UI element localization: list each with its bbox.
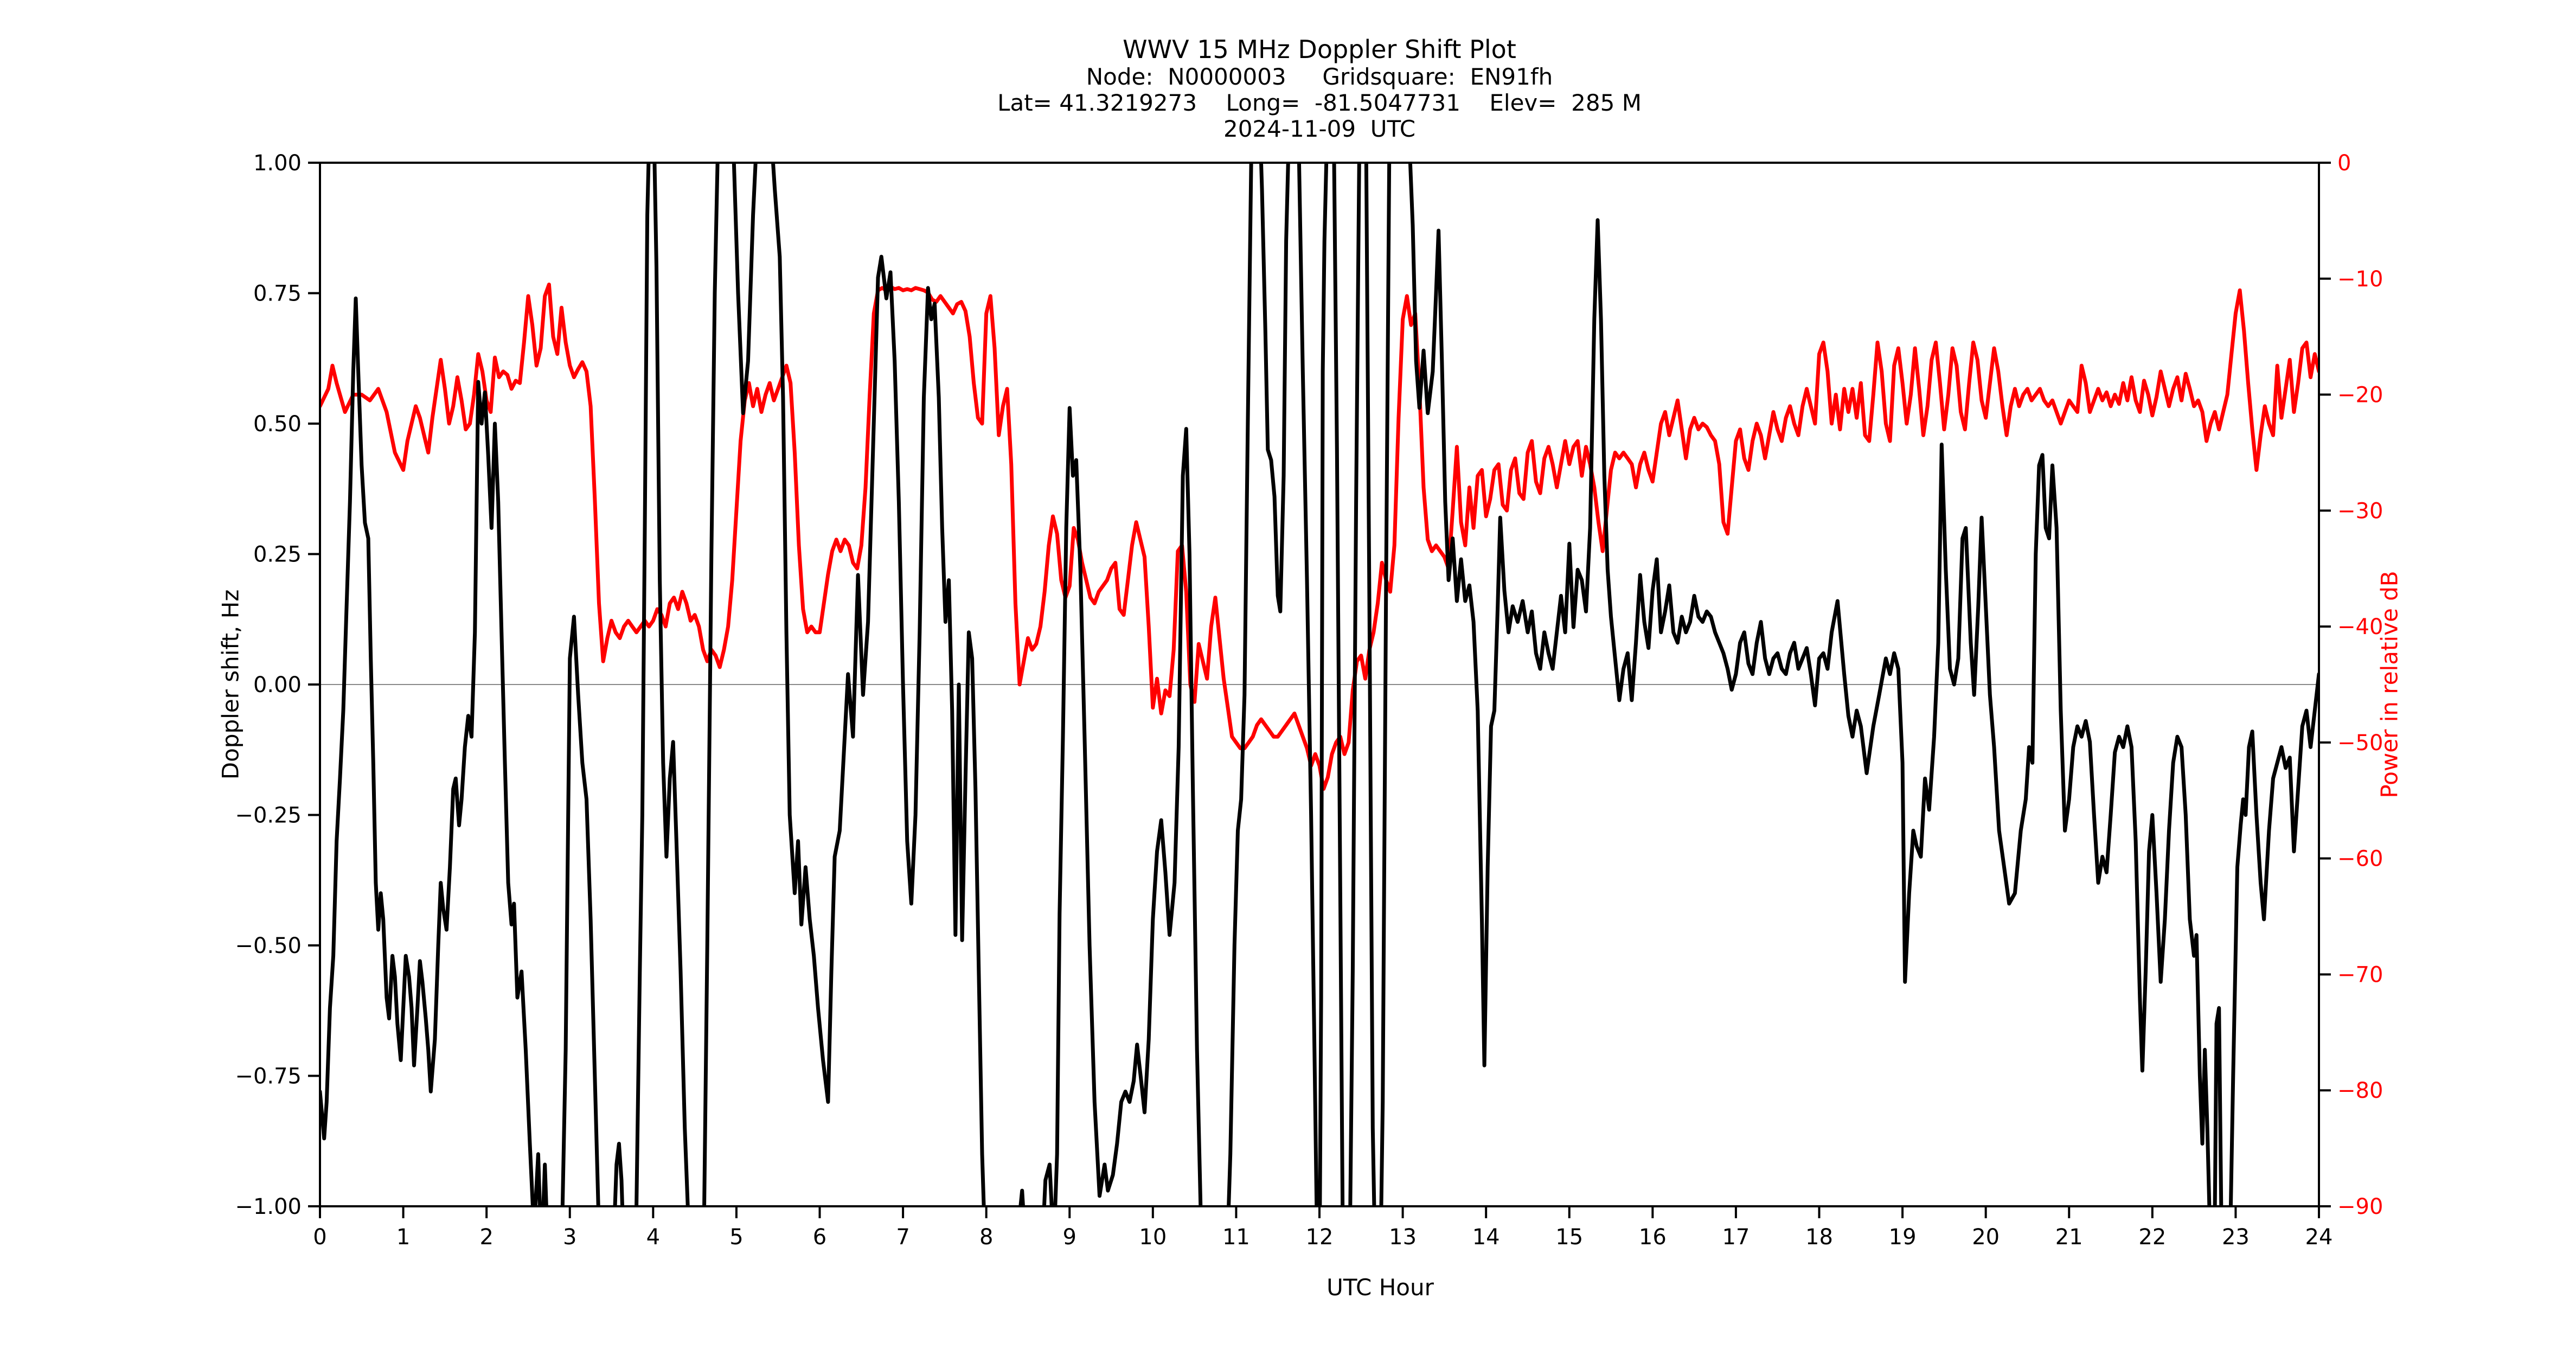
x-tick-label: 20: [1972, 1225, 2000, 1250]
y-right-tick-label: −80: [2337, 1078, 2383, 1103]
x-tick-label: 24: [2305, 1225, 2333, 1250]
x-tick-label: 2: [479, 1225, 493, 1250]
x-tick-label: 13: [1389, 1225, 1417, 1250]
y-axis-right-ticks: 0 −10 −20 −30 −40 −50 −60 −70 −80 −90: [2319, 151, 2383, 1219]
x-tick-label: 18: [1805, 1225, 1833, 1250]
x-axis-title: UTC Hour: [1327, 1274, 1434, 1301]
x-tick-label: 3: [563, 1225, 576, 1250]
y-left-tick-label: 0.75: [253, 282, 302, 306]
y-left-tick-label: −0.50: [235, 933, 302, 958]
chart-subtitle-lat-long-elev: Lat= 41.3219273 Long= -81.5047731 Elev= …: [997, 89, 1642, 116]
x-tick-label: 16: [1639, 1225, 1667, 1250]
chart-subtitle-date: 2024-11-09 UTC: [1223, 116, 1416, 142]
y-right-tick-label: 0: [2337, 151, 2351, 176]
y-right-tick-label: −20: [2337, 383, 2383, 408]
chart-title: WWV 15 MHz Doppler Shift Plot: [1123, 35, 1516, 64]
y-axis-right-title: Power in relative dB: [2376, 571, 2403, 798]
x-tick-label: 1: [396, 1225, 410, 1250]
x-tick-label: 12: [1306, 1225, 1334, 1250]
y-left-tick-label: 1.00: [253, 151, 302, 176]
y-left-tick-label: 0.25: [253, 542, 302, 567]
y-right-tick-label: −50: [2337, 731, 2383, 756]
y-right-tick-label: −30: [2337, 498, 2383, 523]
x-tick-label: 21: [2055, 1225, 2083, 1250]
x-tick-label: 14: [1472, 1225, 1500, 1250]
y-right-tick-label: −90: [2337, 1194, 2383, 1219]
x-tick-label: 23: [2222, 1225, 2250, 1250]
doppler-series-line: [320, 163, 2319, 1206]
x-tick-label: 10: [1139, 1225, 1167, 1250]
y-right-tick-label: −10: [2337, 267, 2383, 292]
y-left-tick-label: −0.75: [235, 1064, 302, 1089]
x-tick-label: 22: [2138, 1225, 2166, 1250]
y-left-tick-label: −0.25: [235, 803, 302, 828]
x-tick-label: 19: [1889, 1225, 1917, 1250]
x-tick-label: 9: [1063, 1225, 1076, 1250]
y-axis-left-title: Doppler shift, Hz: [217, 589, 244, 780]
x-tick-label: 0: [313, 1225, 326, 1250]
x-tick-label: 15: [1555, 1225, 1583, 1250]
y-left-tick-label: −1.00: [235, 1194, 302, 1219]
chart-subtitle-node-gridsquare: Node: N0000003 Gridsquare: EN91fh: [1086, 63, 1553, 90]
x-tick-label: 7: [896, 1225, 909, 1250]
x-tick-label: 11: [1222, 1225, 1250, 1250]
y-right-tick-label: −60: [2337, 847, 2383, 872]
x-tick-label: 17: [1722, 1225, 1750, 1250]
y-left-tick-label: 0.00: [253, 673, 302, 698]
x-axis-ticks: 0 1 2 3 4 5 6 7 8 9 10 11 12 13 14 15 16 17 18 19 20 21 22 23 24: [313, 1206, 2333, 1250]
power-series-line: [320, 283, 2319, 791]
y-right-tick-label: −70: [2337, 962, 2383, 987]
y-right-tick-label: −40: [2337, 615, 2383, 639]
x-tick-label: 8: [979, 1225, 993, 1250]
x-tick-label: 4: [646, 1225, 660, 1250]
y-axis-left-ticks: 1.00 0.75 0.50 0.25 0.00 −0.25 −0.50 −0.75 −1.00: [235, 151, 320, 1219]
y-left-tick-label: 0.50: [253, 412, 302, 437]
x-tick-label: 5: [729, 1225, 743, 1250]
x-tick-label: 6: [813, 1225, 826, 1250]
